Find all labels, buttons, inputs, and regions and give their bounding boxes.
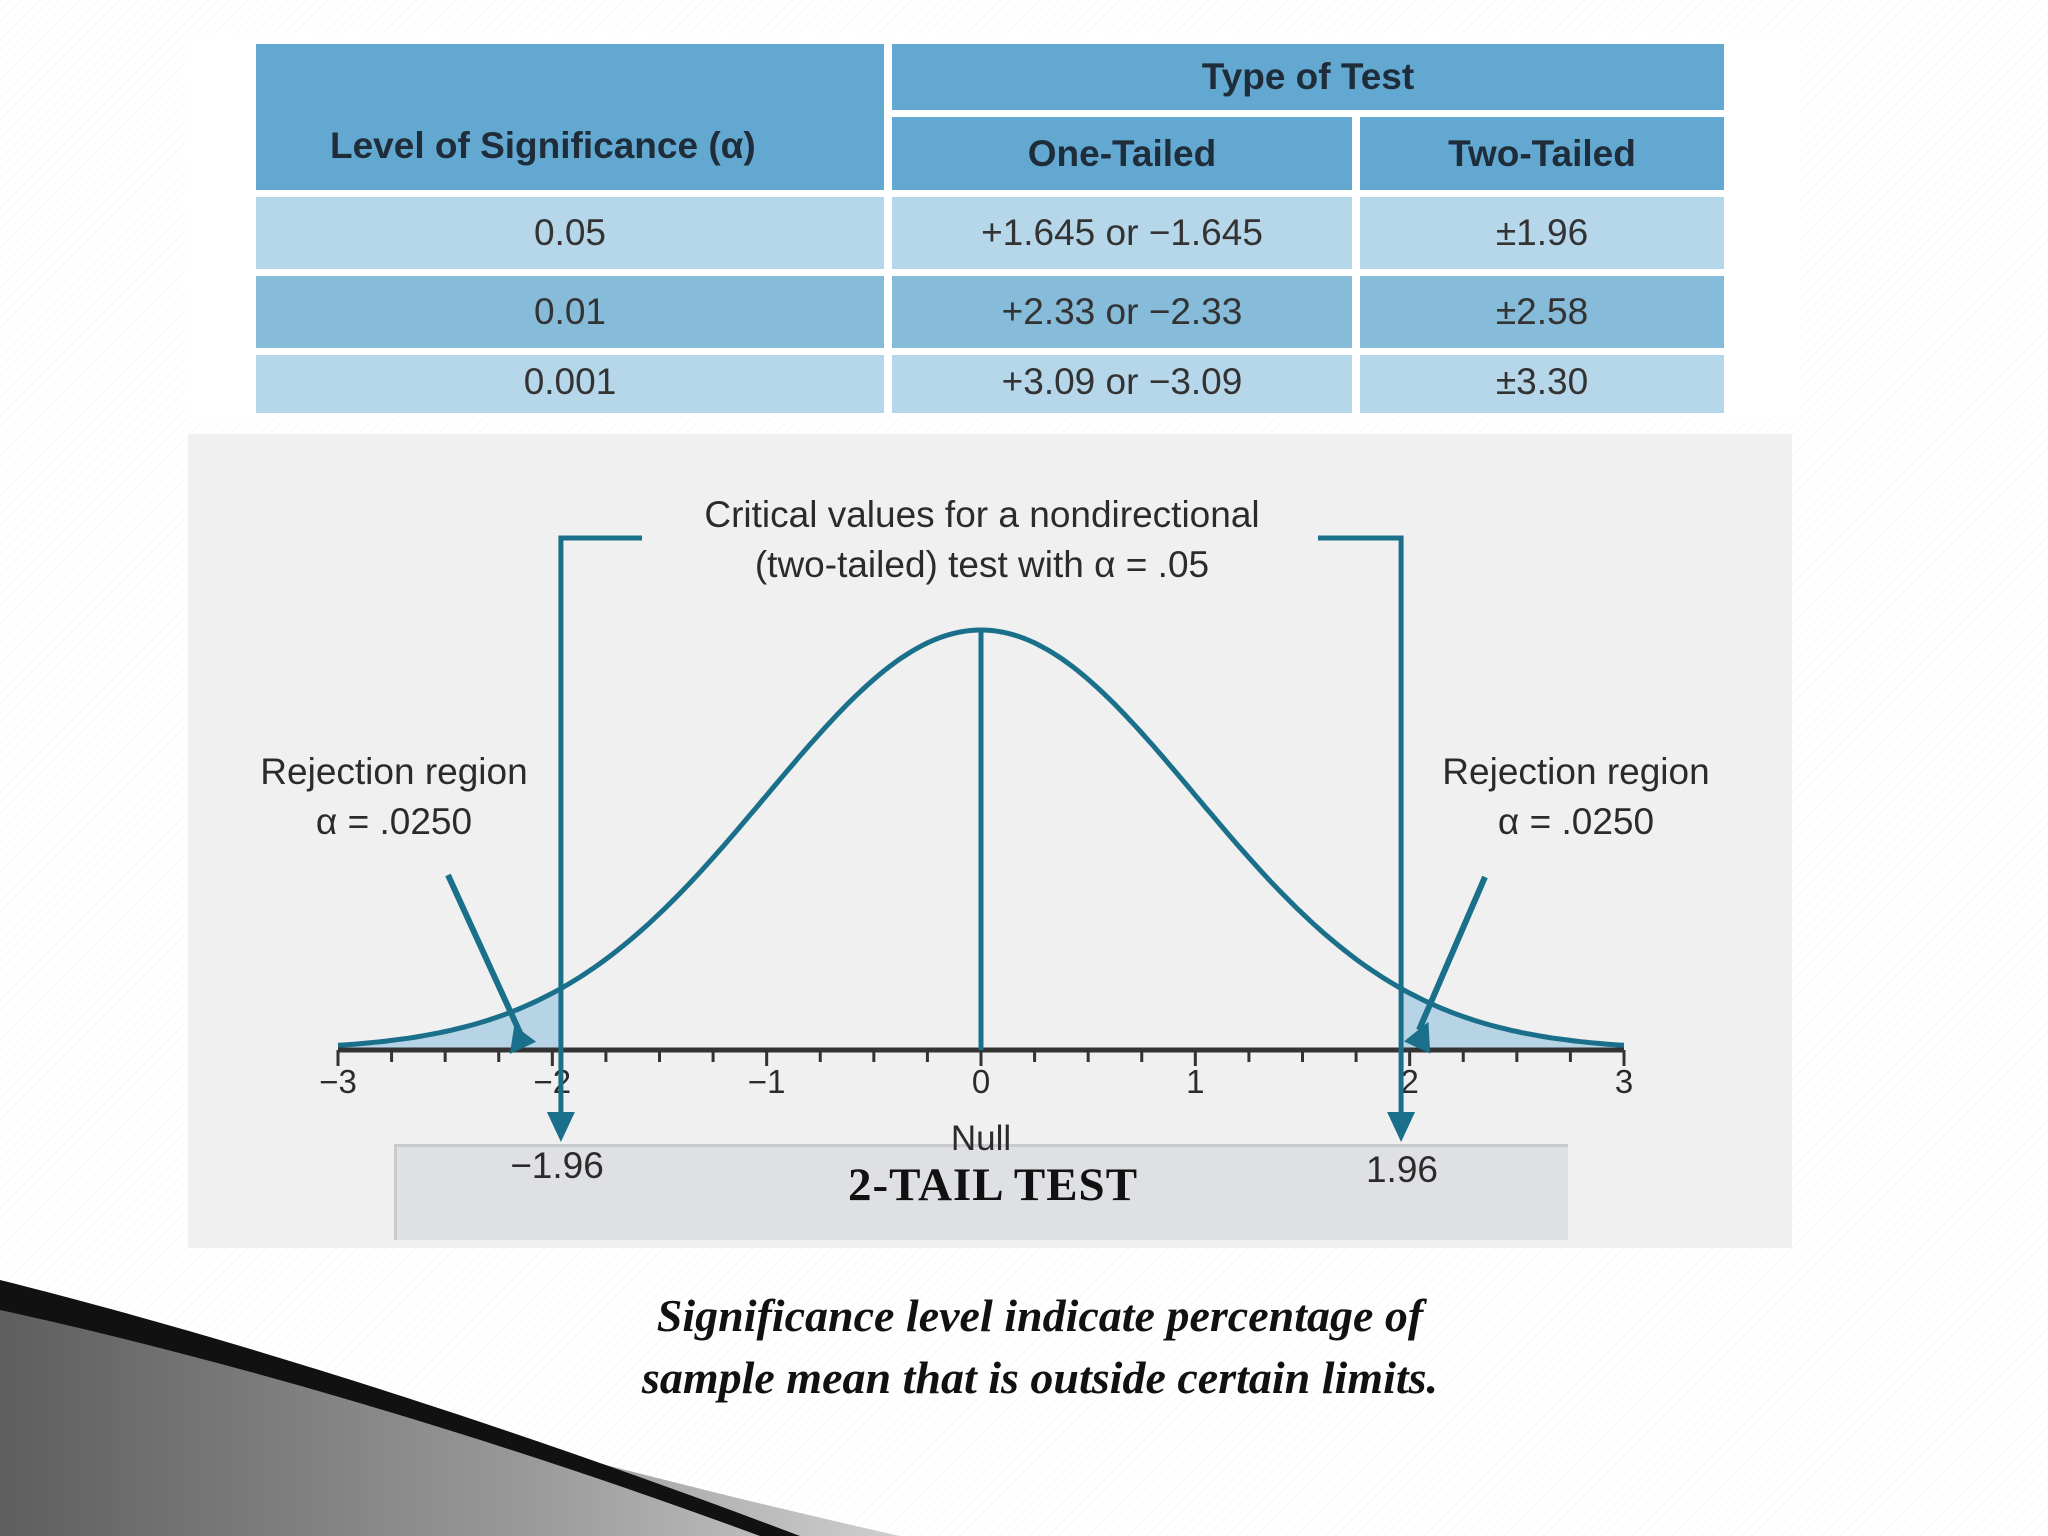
cell-alpha: 0.001 (256, 355, 884, 413)
cell-alpha: 0.01 (256, 276, 884, 348)
null-label: Null (951, 1119, 1011, 1158)
table-row: 0.01 +2.33 or −2.33 ±2.58 (256, 276, 1724, 348)
cell-two-tailed: ±1.96 (1360, 197, 1724, 269)
rejection-left-pointer-head (509, 1025, 537, 1055)
cell-one-tailed: +3.09 or −3.09 (892, 355, 1352, 413)
significance-note: Significance level indicate percentage o… (540, 1285, 1540, 1409)
x-tick-label: 2 (1400, 1063, 1418, 1100)
caption-box (394, 1144, 1568, 1240)
header-level-of-significance: Level of Significance (α) (256, 44, 884, 190)
cell-two-tailed: ±2.58 (1360, 276, 1724, 348)
chart-panel (188, 434, 1792, 1248)
significance-table: Level of Significance (α) Type of Test O… (248, 37, 1732, 420)
rejection-region-fill (338, 988, 561, 1050)
corner-decoration (0, 1280, 900, 1536)
cell-one-tailed: +1.645 or −1.645 (892, 197, 1352, 269)
rejection-region-shading (338, 988, 1624, 1050)
test-type-caption: 2-TAIL TEST (847, 1159, 1139, 1211)
rejection-region-fill (1401, 988, 1624, 1050)
critical-arrow-right (1387, 1112, 1416, 1142)
rejection-left-pointer (445, 873, 525, 1039)
callout-bracket-left (558, 535, 642, 1118)
rejection-right-line-2: α = .0250 (1498, 801, 1654, 842)
x-tick-label: 1 (1186, 1063, 1204, 1100)
cell-alpha: 0.05 (256, 197, 884, 269)
note-line-1: Significance level indicate percentage o… (656, 1290, 1424, 1341)
x-tick-label: 0 (972, 1063, 990, 1100)
x-tick-label: −1 (748, 1063, 786, 1100)
cell-two-tailed: ±3.30 (1360, 355, 1724, 413)
critical-value-right-label: 1.96 (1366, 1149, 1438, 1190)
header-type-of-test: Type of Test (892, 44, 1724, 110)
x-tick-label: 3 (1615, 1063, 1633, 1100)
table-row: 0.001 +3.09 or −3.09 ±3.30 (256, 355, 1724, 413)
x-axis-ticks: −3 −2 −1 0 1 2 3 (319, 1050, 1633, 1100)
significance-table-panel: Level of Significance (α) Type of Test O… (188, 36, 1800, 418)
rejection-left-line-1: Rejection region (260, 751, 527, 792)
table-row: 0.05 +1.645 or −1.645 ±1.96 (256, 197, 1724, 269)
x-tick-label: −2 (534, 1063, 572, 1100)
x-tick-label: −3 (319, 1063, 357, 1100)
rejection-right-pointer (1416, 875, 1488, 1032)
critical-value-left-label: −1.96 (510, 1145, 604, 1186)
cell-one-tailed: +2.33 or −2.33 (892, 276, 1352, 348)
normal-distribution-chart: −3 −2 −1 0 1 2 3 Critical values for a nondire… (260, 494, 1709, 1190)
rejection-right-pointer-head (1403, 1021, 1431, 1054)
callout-bracket-right (1318, 535, 1404, 1118)
critical-arrow-left (546, 1112, 575, 1142)
header-one-tailed: One-Tailed (892, 117, 1352, 190)
callout-line-2: (two-tailed) test with α = .05 (755, 544, 1209, 585)
callout-line-1: Critical values for a nondirectional (704, 494, 1259, 535)
header-two-tailed: Two-Tailed (1360, 117, 1724, 190)
note-line-2: sample mean that is outside certain limi… (641, 1352, 1439, 1403)
rejection-left-line-2: α = .0250 (316, 801, 472, 842)
rejection-right-line-1: Rejection region (1442, 751, 1709, 792)
